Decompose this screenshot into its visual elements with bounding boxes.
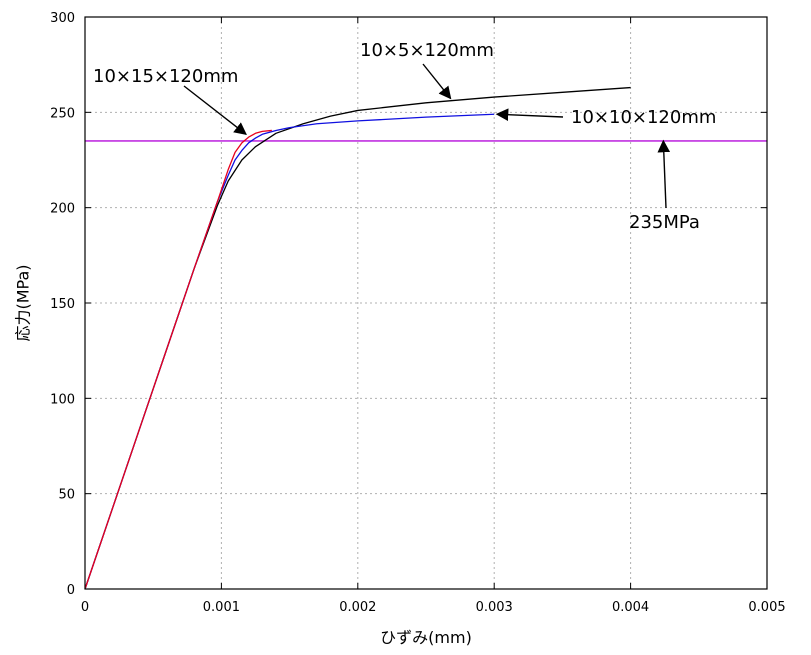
annotation-label: 10×5×120mm <box>360 40 494 61</box>
y-tick-label: 300 <box>50 11 75 26</box>
x-tick-label: 0.002 <box>339 600 376 615</box>
grid <box>85 17 767 589</box>
x-tick-label: 0.005 <box>748 600 785 615</box>
x-tick-label: 0.004 <box>612 600 649 615</box>
annotation-label: 10×10×120mm <box>571 107 716 128</box>
x-tick-label: 0 <box>81 600 89 615</box>
annotation-label: 10×15×120mm <box>93 66 238 87</box>
series-line-10-15-120mm <box>84 129 272 590</box>
x-tick-label: 0.001 <box>203 600 240 615</box>
y-tick-label: 50 <box>58 488 75 503</box>
y-tick-label: 150 <box>50 297 75 312</box>
annotation-arrow <box>657 139 671 209</box>
annotation-arrow <box>422 63 452 100</box>
series-layer <box>84 86 767 590</box>
y-tick-label: 100 <box>50 392 75 407</box>
series-line-10-10-120mm <box>84 113 495 590</box>
y-tick-label: 0 <box>67 583 75 598</box>
axes: 0 0.001 0.002 0.003 0.004 0.005 0 50 100 150 200 25… <box>50 11 785 615</box>
annotation-arrow <box>495 108 564 122</box>
y-tick-label: 200 <box>50 202 75 217</box>
annotation-label: 235MPa <box>629 212 700 233</box>
annotations: 10×5×120mm 10×15×120mm 10×10×120mm 235MPa <box>93 40 716 233</box>
y-axis-title: 応力(MPa) <box>14 264 33 341</box>
annotation-arrow <box>183 85 247 136</box>
y-tick-label: 250 <box>50 106 75 121</box>
x-axis-title: ひずみ(mm) <box>380 628 472 647</box>
x-tick-label: 0.003 <box>476 600 513 615</box>
